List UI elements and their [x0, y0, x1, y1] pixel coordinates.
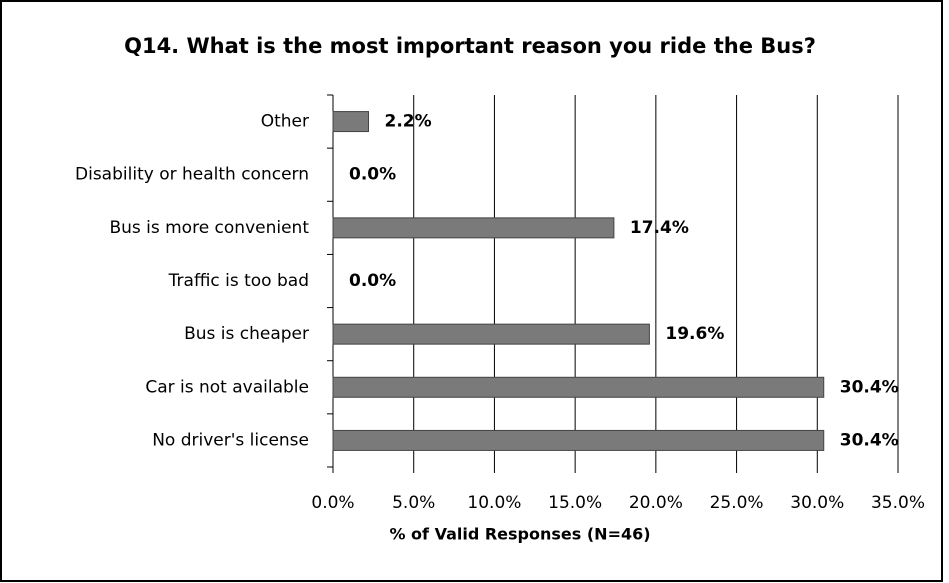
- x-tick-label: 25.0%: [710, 493, 764, 513]
- value-label: 30.4%: [840, 430, 899, 450]
- y-tick-label: Traffic is too bad: [168, 271, 309, 291]
- y-tick-label: Disability or health concern: [75, 165, 309, 185]
- value-label: 30.4%: [840, 377, 899, 397]
- y-tick-label: Other: [261, 112, 309, 132]
- x-tick-label: 30.0%: [790, 493, 844, 513]
- value-label: 0.0%: [349, 165, 396, 185]
- value-label: 2.2%: [385, 112, 432, 132]
- x-axis-title: % of Valid Responses (N=46): [389, 525, 650, 544]
- x-tick-label: 15.0%: [548, 493, 602, 513]
- bar: [332, 111, 370, 133]
- x-tick-label: 20.0%: [629, 493, 683, 513]
- x-tick-label: 5.0%: [392, 493, 435, 513]
- y-tick-label: Bus is cheaper: [184, 324, 309, 344]
- x-tick-label: 35.0%: [871, 493, 925, 513]
- value-label: 19.6%: [665, 324, 724, 344]
- x-tick-label: 0.0%: [311, 493, 354, 513]
- bar: [332, 376, 825, 398]
- value-label: 17.4%: [630, 218, 689, 238]
- y-tick-label: Bus is more convenient: [109, 218, 309, 238]
- y-tick-label: Car is not available: [145, 377, 309, 397]
- bar: [332, 429, 825, 451]
- bar: [332, 217, 615, 239]
- y-tick-label: No driver's license: [152, 430, 309, 450]
- chart-title: Q14. What is the most important reason y…: [124, 34, 816, 58]
- value-label: 0.0%: [349, 271, 396, 291]
- x-tick-label: 10.0%: [467, 493, 521, 513]
- bar: [332, 323, 650, 345]
